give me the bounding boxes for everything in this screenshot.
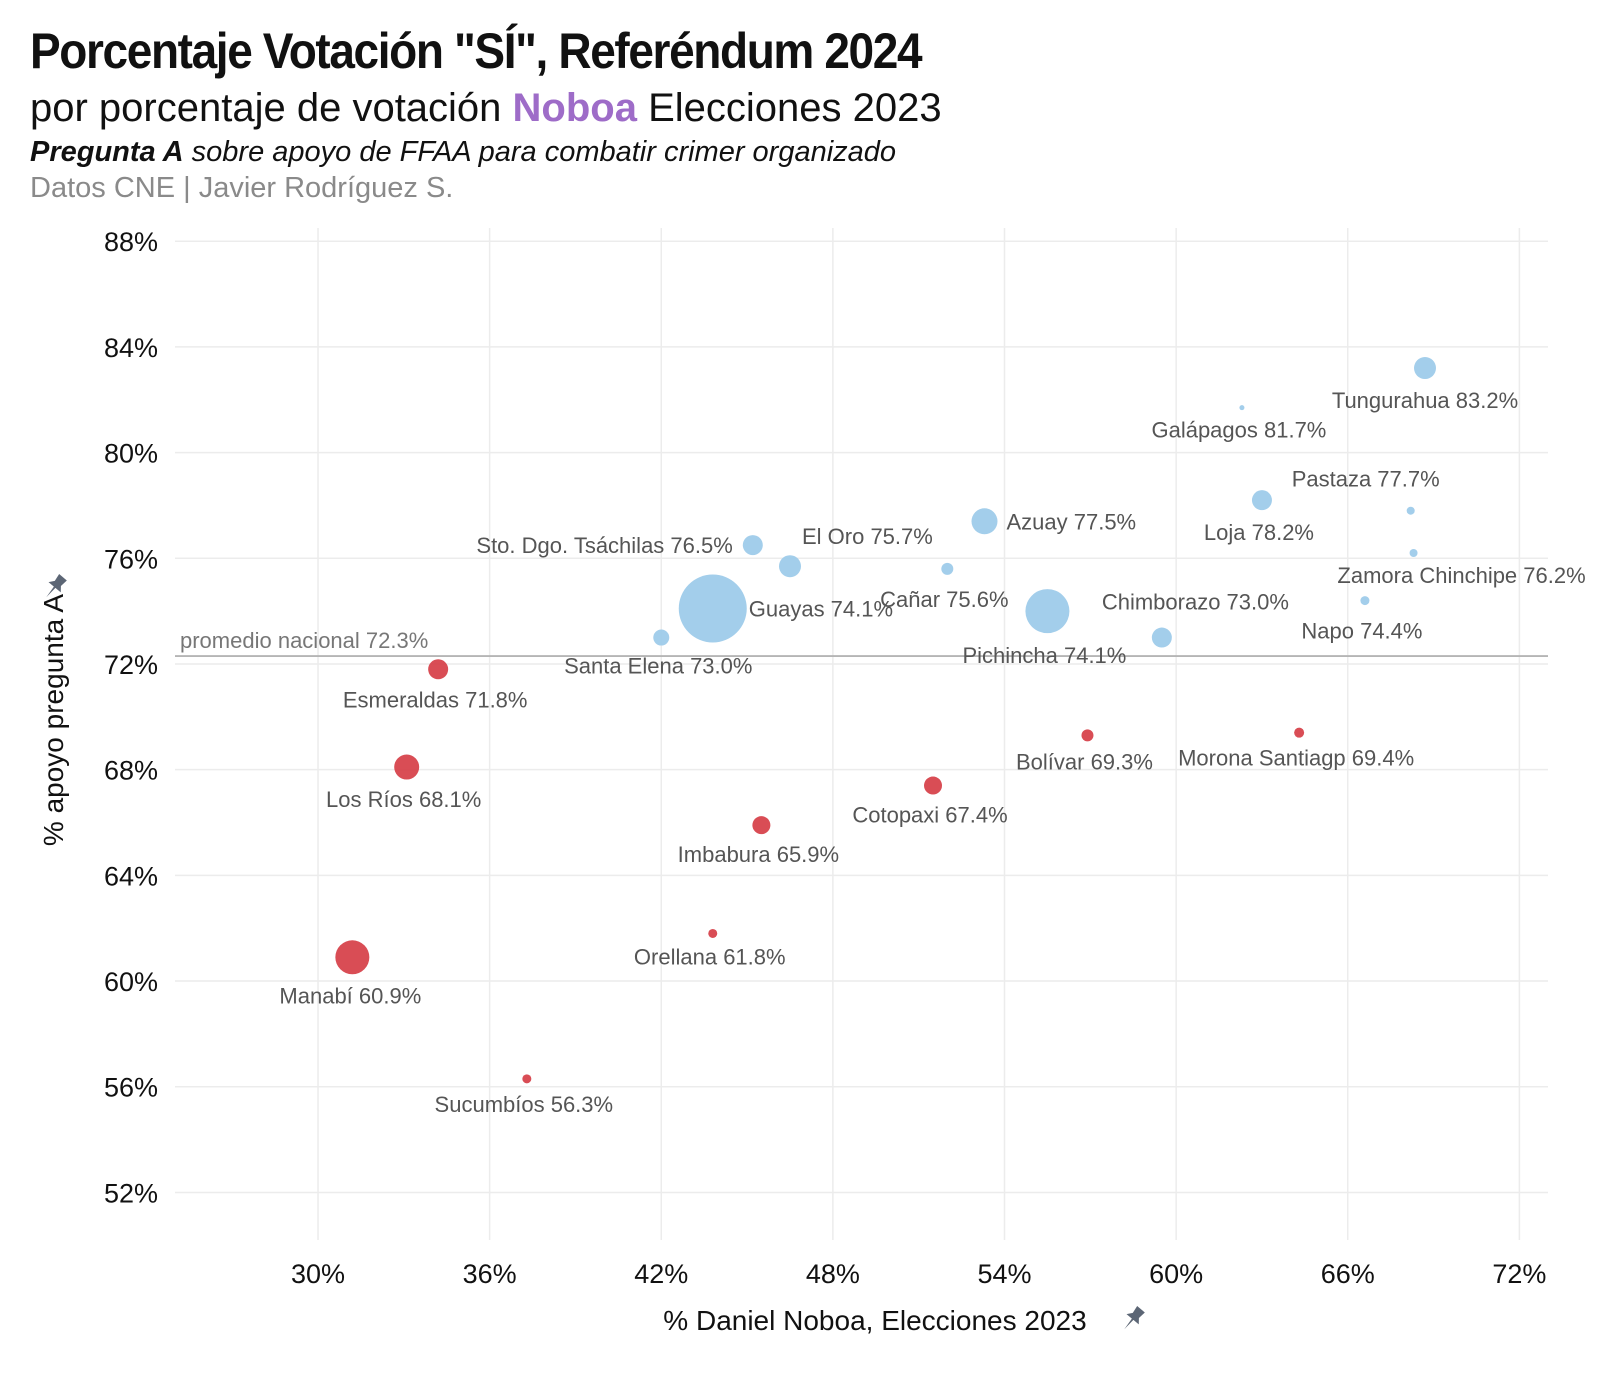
y-tick-label: 52%	[104, 1178, 158, 1208]
point-chimborazo	[1151, 627, 1172, 648]
x-tick-label: 30%	[291, 1259, 345, 1289]
chart-question: Pregunta A sobre apoyo de FFAA para comb…	[30, 136, 896, 169]
y-tick-label: 88%	[104, 227, 158, 257]
label-zamora-chinchipe: Zamora Chinchipe 76.2%	[1337, 563, 1585, 588]
question-rest: sobre apoyo de FFAA para combatir crimer…	[183, 136, 897, 168]
point-cotopaxi	[924, 776, 943, 795]
y-tick-label: 64%	[104, 861, 158, 891]
point-morona-santiagp	[1294, 727, 1305, 738]
point-pastaza	[1406, 506, 1415, 515]
label-canar: Cañar 75.6%	[880, 587, 1008, 612]
label-imbabura: Imbabura 65.9%	[678, 842, 839, 867]
point-pichincha	[1025, 589, 1070, 634]
y-tick-label: 56%	[104, 1073, 158, 1103]
label-el-oro: El Oro 75.7%	[802, 524, 933, 549]
label-tungurahua: Tungurahua 83.2%	[1332, 388, 1518, 413]
axis-titles: % Daniel Noboa, Elecciones 2023 % apoyo …	[38, 574, 1145, 1336]
x-tick-label: 54%	[977, 1259, 1031, 1289]
label-sto-dgo-tsachilas: Sto. Dgo. Tsáchilas 76.5%	[476, 533, 732, 558]
reference-line-group: promedio nacional 72.3%	[175, 628, 1548, 657]
subtitle-post: Elecciones 2023	[636, 86, 942, 130]
label-esmeraldas: Esmeraldas 71.8%	[343, 687, 528, 712]
point-zamora-chinchipe	[1409, 549, 1418, 558]
point-loja	[1251, 490, 1272, 511]
point-napo	[1360, 596, 1370, 606]
label-pichincha: Pichincha 74.1%	[962, 643, 1126, 668]
label-los-rios: Los Ríos 68.1%	[326, 787, 481, 812]
point-tungurahua	[1414, 357, 1437, 380]
label-pastaza: Pastaza 77.7%	[1292, 467, 1440, 492]
point-galapagos	[1239, 405, 1245, 411]
label-bolivar: Bolívar 69.3%	[1016, 749, 1153, 774]
label-azuay: Azuay 77.5%	[1006, 509, 1136, 534]
label-guayas: Guayas 74.1%	[749, 596, 893, 621]
data-points	[335, 357, 1437, 1084]
point-esmeraldas	[428, 659, 449, 680]
label-cotopaxi: Cotopaxi 67.4%	[852, 803, 1007, 828]
point-canar	[941, 562, 954, 575]
label-galapagos: Galápagos 81.7%	[1151, 418, 1326, 443]
y-tick-label: 84%	[104, 333, 158, 363]
national-average-label: promedio nacional 72.3%	[180, 628, 428, 653]
point-manabi	[335, 940, 370, 975]
x-tick-label: 36%	[463, 1259, 517, 1289]
y-axis-pin-icon	[46, 574, 67, 598]
point-sto-dgo-tsachilas	[742, 535, 763, 556]
chart-subtitle: por porcentaje de votación Noboa Eleccio…	[30, 86, 942, 131]
question-bold: Pregunta A	[30, 136, 184, 168]
label-napo: Napo 74.4%	[1301, 619, 1422, 644]
point-bolivar	[1081, 729, 1094, 742]
point-santa-elena	[653, 629, 670, 646]
label-sucumbios: Sucumbíos 56.3%	[435, 1092, 614, 1117]
x-tick-label: 66%	[1321, 1259, 1375, 1289]
point-azuay	[971, 508, 998, 535]
point-orellana	[708, 928, 718, 938]
subtitle-pre: por porcentaje de votación	[30, 86, 513, 130]
label-manabi: Manabí 60.9%	[279, 983, 421, 1008]
axis-ticks: 30% 36% 42% 48% 54% 60% 66% 72% 52% 56% 60% 64% 68% 7…	[104, 227, 1546, 1289]
point-imbabura	[752, 816, 771, 835]
x-tick-label: 60%	[1149, 1259, 1203, 1289]
y-axis-title: % apoyo pregunta A	[38, 594, 69, 847]
x-axis-title: % Daniel Noboa, Elecciones 2023	[663, 1305, 1086, 1336]
x-tick-label: 48%	[806, 1259, 860, 1289]
grid-lines	[175, 228, 1548, 1240]
y-tick-label: 60%	[104, 967, 158, 997]
subtitle-accent-noboa: Noboa	[512, 86, 637, 130]
chart-title: Porcentaje Votación "SÍ", Referéndum 202…	[30, 23, 923, 79]
chart-source: Datos CNE | Javier Rodríguez S.	[30, 172, 454, 204]
point-los-rios	[394, 754, 420, 780]
label-morona-santiagp: Morona Santiagp 69.4%	[1178, 746, 1414, 771]
x-tick-label: 72%	[1492, 1259, 1546, 1289]
label-chimborazo: Chimborazo 73.0%	[1102, 590, 1289, 615]
point-sucumbios	[522, 1074, 532, 1084]
y-tick-label: 72%	[104, 650, 158, 680]
point-labels: Guayas 74.1% Pichincha 74.1% Manabí 60.9% A…	[279, 388, 1585, 1117]
label-loja: Loja 78.2%	[1204, 520, 1314, 545]
point-guayas	[678, 574, 747, 643]
y-tick-label: 76%	[104, 544, 158, 574]
point-el-oro	[778, 555, 801, 578]
x-tick-label: 42%	[634, 1259, 688, 1289]
label-santa-elena: Santa Elena 73.0%	[564, 654, 752, 679]
x-axis-pin-icon	[1124, 1306, 1145, 1330]
y-tick-label: 80%	[104, 439, 158, 469]
label-orellana: Orellana 61.8%	[634, 944, 786, 969]
y-tick-label: 68%	[104, 756, 158, 786]
